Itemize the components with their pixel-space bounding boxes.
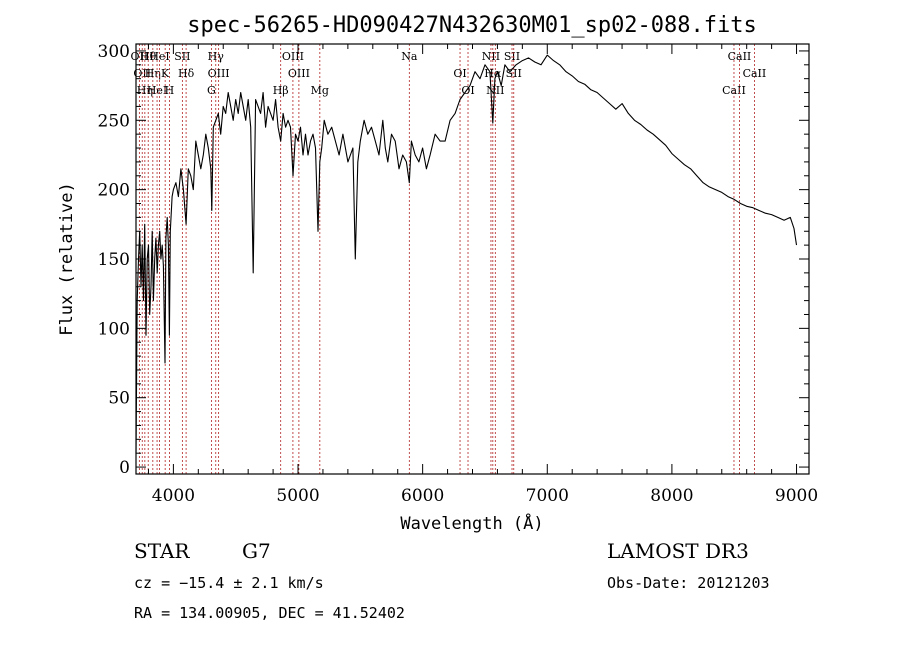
line-marker-label: OII (131, 50, 149, 63)
line-marker-label: Hη (137, 84, 153, 97)
line-marker-label: CaII (722, 84, 746, 97)
line-marker-label: CaII (743, 67, 767, 80)
x-tick-label: 5000 (276, 486, 319, 506)
x-tick-label: 9000 (775, 486, 818, 506)
y-tick-label: 50 (108, 389, 130, 409)
object-subclass: G7 (242, 539, 271, 563)
y-tick-label: 250 (98, 111, 130, 131)
line-marker-label: HeI (147, 84, 167, 97)
line-marker-label: G (207, 84, 216, 97)
line-marker-label: CaII (728, 50, 752, 63)
line-marker-label: SII (504, 50, 520, 63)
object-class: STAR (134, 539, 190, 563)
line-marker-label: SII (174, 50, 190, 63)
line-marker-label: OI (453, 67, 466, 80)
axis-ticks: 4000 5000 6000 7000 8000 9000 0 50 100 150 200 250 3… (98, 42, 819, 506)
x-tick-label: 6000 (401, 486, 444, 506)
line-marker-label: Mg (311, 84, 329, 97)
line-marker-label: NII (482, 50, 500, 63)
line-marker-label: OIII (288, 67, 310, 80)
line-marker-label: HeI (149, 50, 169, 63)
line-marker-label: Hη (145, 67, 161, 80)
x-tick-label: 8000 (650, 486, 693, 506)
line-marker-label: OIII (282, 50, 304, 63)
redshift-velocity: cz = −15.4 ± 2.1 km/s (134, 574, 324, 592)
line-marker-label: K (161, 67, 170, 80)
line-marker-label: Na (401, 50, 418, 63)
line-marker-label: OII (133, 67, 151, 80)
line-marker-label: OIII (208, 67, 230, 80)
x-tick-label: 7000 (526, 486, 569, 506)
line-marker-label: Hγ (208, 50, 225, 63)
line-marker-label: Hβ (273, 84, 289, 97)
survey-name: LAMOST DR3 (607, 539, 749, 563)
y-tick-label: 0 (119, 458, 130, 478)
observation-date: Obs-Date: 20121203 (607, 574, 770, 592)
x-axis-label: Wavelength (Å) (400, 512, 543, 534)
chart-title: spec-56265-HD090427N432630M01_sp02-088.f… (187, 13, 757, 38)
y-axis-label: Flux (relative) (57, 182, 77, 336)
x-tick-label: 4000 (152, 486, 195, 506)
line-marker-label: SII (506, 67, 522, 80)
y-tick-label: 100 (98, 319, 130, 339)
spectral-line-markers: OIIOIIHηHθHηHeIHeIKHSIIHδGHγOIIIHβOIIIOI… (131, 44, 767, 474)
y-tick-label: 300 (98, 42, 130, 62)
spectrum-line (135, 54, 798, 454)
line-marker-label: NII (486, 84, 504, 97)
coordinates: RA = 134.00905, DEC = 41.52402 (134, 604, 405, 622)
y-tick-label: 150 (98, 250, 130, 270)
spectrum-series (135, 54, 798, 454)
line-marker-label: H (165, 84, 175, 97)
line-marker-label: Hδ (178, 67, 195, 80)
y-tick-label: 200 (98, 181, 130, 201)
